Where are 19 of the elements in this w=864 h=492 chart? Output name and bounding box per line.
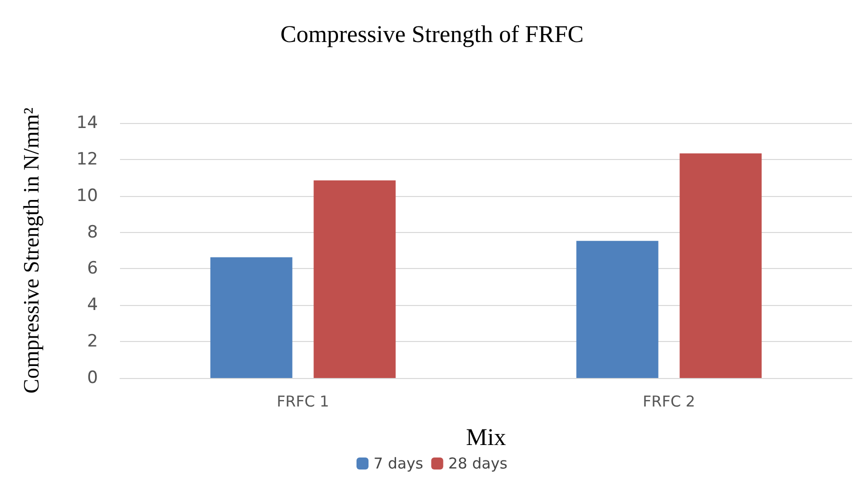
y-tick-label: 4	[87, 295, 98, 316]
y-tick-label: 10	[76, 186, 98, 206]
legend-label: 28 days	[448, 454, 508, 472]
legend-label: 7 days	[374, 454, 424, 472]
y-tick-label: 0	[87, 368, 98, 388]
x-axis-title: Mix	[466, 425, 506, 451]
bar	[680, 153, 762, 378]
x-tick-label: FRFC 1	[276, 392, 330, 410]
y-tick-label: 14	[76, 113, 98, 133]
y-axis-title: Compressive Strength in N/mm²	[18, 107, 44, 394]
x-tick-label: FRFC 2	[642, 392, 696, 410]
y-tick-label: 2	[87, 332, 98, 352]
y-tick-label: 6	[87, 258, 98, 279]
y-tick-label: 12	[76, 149, 98, 170]
bar	[210, 257, 292, 378]
y-tick-label: 8	[87, 222, 98, 242]
chart-title: Compressive Strength of FRFC	[280, 22, 584, 48]
bar	[314, 180, 396, 378]
bar	[576, 240, 658, 378]
